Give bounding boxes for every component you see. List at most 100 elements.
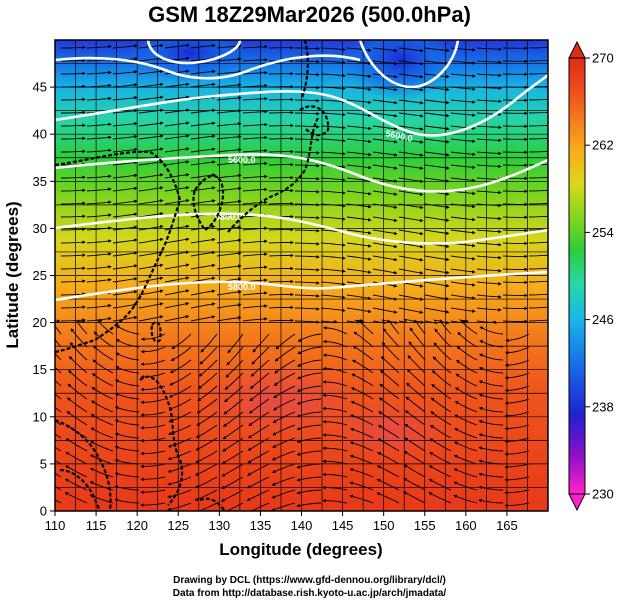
streamline xyxy=(320,281,346,286)
streamline xyxy=(455,359,478,374)
streamline xyxy=(60,279,86,283)
streamline xyxy=(372,268,398,275)
streamline xyxy=(457,331,478,348)
streamline xyxy=(398,99,424,105)
streamline xyxy=(112,160,138,166)
streamline xyxy=(528,150,548,153)
x-axis-label: Longitude (degrees) xyxy=(219,540,382,559)
streamline xyxy=(55,486,62,491)
streamline xyxy=(478,446,504,452)
streamline xyxy=(242,161,268,166)
streamline xyxy=(242,200,268,205)
streamline xyxy=(476,255,502,260)
x-tick-label: 145 xyxy=(332,518,354,533)
streamline xyxy=(138,82,164,88)
streamline xyxy=(349,494,374,504)
streamline xyxy=(398,86,424,92)
streamline xyxy=(320,319,338,324)
streamline xyxy=(61,149,86,154)
streamline xyxy=(528,98,548,101)
streamline xyxy=(424,255,450,262)
colorbar-top-arrow xyxy=(568,40,586,59)
contour-low-a xyxy=(146,40,242,65)
y-tick-label: 20 xyxy=(33,315,47,330)
streamline xyxy=(247,424,270,439)
streamline xyxy=(55,352,62,361)
y-tick-label: 10 xyxy=(33,409,47,424)
streamline xyxy=(76,319,88,335)
streamline xyxy=(60,201,86,206)
streamline xyxy=(242,252,268,257)
streamline xyxy=(322,393,348,400)
streamline xyxy=(115,352,140,361)
streamline xyxy=(140,450,166,456)
coast-korea xyxy=(192,174,225,232)
streamline xyxy=(61,110,86,115)
streamline xyxy=(478,420,504,426)
streamline xyxy=(60,227,86,232)
streamline xyxy=(190,147,216,153)
streamline xyxy=(504,476,530,482)
streamline xyxy=(398,164,424,170)
streamline xyxy=(221,476,244,490)
streamline xyxy=(346,73,372,78)
streamline xyxy=(320,73,346,78)
streamline xyxy=(432,356,452,374)
streamline xyxy=(112,134,138,140)
coast-philippines xyxy=(139,375,184,506)
streamline xyxy=(226,346,244,366)
streamline xyxy=(164,82,190,88)
contour-5700 xyxy=(55,153,548,193)
streamline xyxy=(398,307,424,314)
streamline xyxy=(349,468,374,478)
streamline xyxy=(194,502,218,511)
streamline xyxy=(424,294,450,301)
streamline xyxy=(190,263,216,270)
streamline xyxy=(138,302,164,309)
streamline xyxy=(112,315,138,322)
streamline xyxy=(504,359,530,367)
streamline xyxy=(272,424,296,436)
contour-5800-north xyxy=(55,54,361,80)
streamline xyxy=(478,380,504,387)
streamline xyxy=(138,69,164,75)
streamline xyxy=(346,164,372,170)
streamline xyxy=(86,148,112,153)
streamline xyxy=(61,136,86,141)
streamline xyxy=(424,319,444,324)
streamline xyxy=(528,241,548,244)
streamline xyxy=(197,372,218,389)
streamline xyxy=(112,199,138,205)
streamline xyxy=(112,83,138,88)
y-axis: 0 5 10 15 20 25 30 35 40 45 xyxy=(33,80,55,519)
streamline xyxy=(60,305,86,309)
streamline xyxy=(138,134,164,140)
streamline xyxy=(478,367,504,374)
streamline xyxy=(138,186,164,192)
streamline xyxy=(346,307,372,314)
streamline xyxy=(140,463,166,469)
streamline xyxy=(346,151,372,157)
streamline xyxy=(377,424,400,439)
streamline xyxy=(190,289,216,296)
streamline xyxy=(190,82,216,88)
streamline xyxy=(55,406,62,413)
streamline xyxy=(86,213,112,218)
credit-dcl: Drawing by DCL (https://www.gfd-dennou.o… xyxy=(173,575,446,586)
streamline xyxy=(320,125,346,130)
streamline xyxy=(216,316,242,322)
streamline xyxy=(450,99,476,104)
streamline xyxy=(320,177,346,182)
streamline xyxy=(246,489,270,501)
streamline xyxy=(169,372,192,386)
streamline xyxy=(68,369,88,387)
streamline xyxy=(114,432,140,439)
streamline xyxy=(372,255,398,262)
streamline xyxy=(379,383,400,400)
streamline xyxy=(504,424,530,431)
streamline xyxy=(372,164,398,170)
streamline xyxy=(55,446,62,452)
contour-5800 xyxy=(55,212,548,245)
streamline xyxy=(476,177,502,182)
